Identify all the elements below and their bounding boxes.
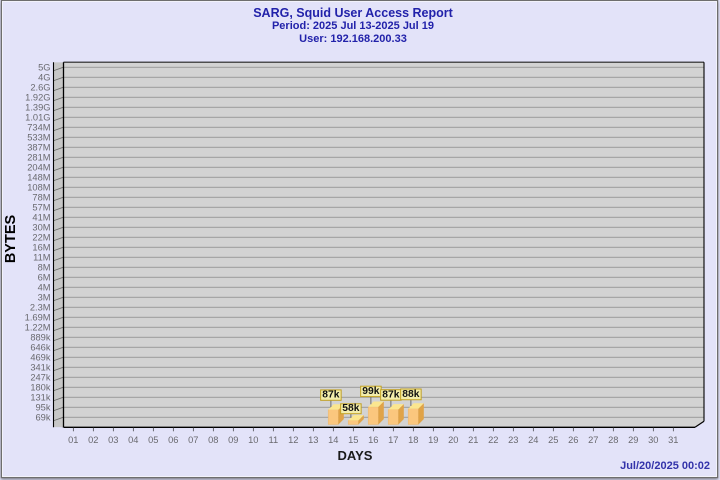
svg-text:01: 01	[68, 435, 78, 445]
svg-text:2.6G: 2.6G	[30, 82, 50, 92]
svg-text:5G: 5G	[38, 62, 50, 72]
svg-text:27: 27	[588, 435, 598, 445]
svg-text:247k: 247k	[30, 372, 51, 382]
svg-text:180k: 180k	[30, 382, 51, 392]
svg-text:11M: 11M	[33, 252, 50, 262]
svg-text:02: 02	[88, 435, 98, 445]
svg-text:31: 31	[668, 435, 678, 445]
svg-text:22: 22	[488, 435, 498, 445]
svg-text:8M: 8M	[38, 262, 51, 272]
svg-text:341k: 341k	[30, 362, 51, 372]
svg-text:1.92G: 1.92G	[25, 92, 50, 102]
svg-text:10: 10	[248, 435, 258, 445]
svg-text:533M: 533M	[27, 132, 50, 142]
svg-text:06: 06	[168, 435, 178, 445]
svg-text:1.22M: 1.22M	[25, 322, 51, 332]
svg-text:28: 28	[608, 435, 618, 445]
svg-text:87k: 87k	[322, 390, 339, 401]
svg-text:03: 03	[108, 435, 118, 445]
svg-text:57M: 57M	[32, 202, 50, 212]
svg-text:15: 15	[348, 435, 358, 445]
svg-text:30: 30	[648, 435, 658, 445]
svg-text:58k: 58k	[342, 403, 359, 414]
svg-text:1.01G: 1.01G	[25, 112, 50, 122]
svg-text:19: 19	[428, 435, 438, 445]
svg-text:4M: 4M	[38, 282, 51, 292]
svg-text:26: 26	[568, 435, 578, 445]
svg-text:12: 12	[288, 435, 298, 445]
svg-text:14: 14	[328, 435, 338, 445]
svg-text:281M: 281M	[27, 152, 50, 162]
svg-text:1.69M: 1.69M	[25, 312, 51, 322]
svg-text:23: 23	[508, 435, 518, 445]
svg-text:646k: 646k	[30, 342, 51, 352]
svg-text:108M: 108M	[27, 182, 50, 192]
svg-text:13: 13	[308, 435, 318, 445]
svg-text:05: 05	[148, 435, 158, 445]
svg-text:148M: 148M	[27, 172, 50, 182]
svg-text:20: 20	[448, 435, 458, 445]
svg-text:30M: 30M	[32, 222, 50, 232]
svg-text:22M: 22M	[32, 232, 50, 242]
svg-text:18: 18	[408, 435, 418, 445]
svg-text:734M: 734M	[27, 122, 50, 132]
svg-text:6M: 6M	[38, 272, 51, 282]
svg-text:4G: 4G	[38, 72, 50, 82]
svg-text:1.39G: 1.39G	[25, 102, 50, 112]
svg-text:09: 09	[228, 435, 238, 445]
svg-text:131k: 131k	[30, 392, 51, 402]
svg-text:16M: 16M	[32, 242, 50, 252]
svg-text:95k: 95k	[36, 402, 51, 412]
svg-text:387M: 387M	[27, 142, 50, 152]
svg-text:17: 17	[388, 435, 398, 445]
svg-text:78M: 78M	[32, 192, 50, 202]
svg-text:69k: 69k	[36, 412, 51, 422]
svg-text:2.3M: 2.3M	[30, 302, 51, 312]
svg-text:07: 07	[188, 435, 198, 445]
svg-text:21: 21	[468, 435, 478, 445]
svg-text:41M: 41M	[32, 212, 50, 222]
svg-text:889k: 889k	[30, 332, 51, 342]
svg-text:04: 04	[128, 435, 138, 445]
svg-text:204M: 204M	[27, 162, 50, 172]
svg-text:87k: 87k	[382, 390, 399, 401]
svg-text:469k: 469k	[30, 352, 51, 362]
svg-text:24: 24	[528, 435, 538, 445]
svg-text:88k: 88k	[402, 389, 419, 400]
svg-text:08: 08	[208, 435, 218, 445]
svg-text:25: 25	[548, 435, 558, 445]
svg-text:16: 16	[368, 435, 378, 445]
svg-text:11: 11	[268, 435, 278, 445]
svg-text:3M: 3M	[38, 292, 51, 302]
svg-text:99k: 99k	[362, 386, 379, 397]
svg-text:29: 29	[628, 435, 638, 445]
